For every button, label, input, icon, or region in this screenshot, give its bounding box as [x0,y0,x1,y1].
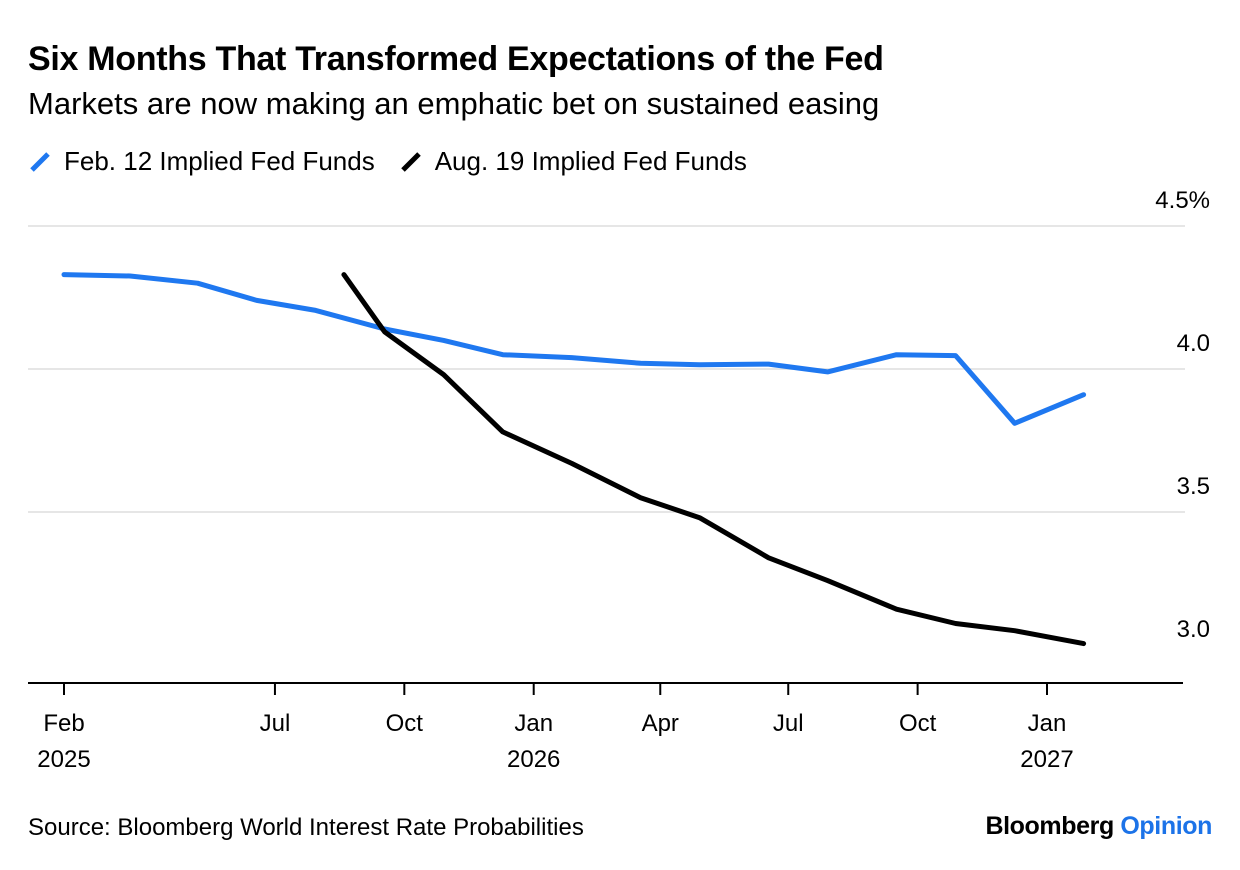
x-tick-label: Oct [386,710,424,737]
x-tick-year-label: 2026 [507,746,560,773]
y-tick-label: 4.5% [1155,187,1210,214]
legend-label-feb: Feb. 12 Implied Fed Funds [64,146,375,176]
chart-subtitle: Markets are now making an emphatic bet o… [28,86,880,121]
legend-item-feb: Feb. 12 Implied Fed Funds [28,146,375,177]
x-tick-label: Jul [773,710,804,737]
x-tick-label: Jan [514,710,553,737]
x-axis [28,682,1183,695]
brand-logo: Bloomberg Opinion [985,812,1212,841]
source-note: Source: Bloomberg World Interest Rate Pr… [28,814,584,841]
x-tick-year-label: 2027 [1020,746,1073,773]
x-tick-label: Jul [260,710,291,737]
grid-lines [28,225,1185,513]
chart-title: Six Months That Transformed Expectations… [28,40,884,78]
legend: Feb. 12 Implied Fed Funds Aug. 19 Implie… [28,146,771,177]
y-axis-tick-labels: 4.5% 4.0 3.5 3.0 [1155,187,1210,643]
x-tick-label: Jan [1028,710,1067,737]
series-line-aug-19 [341,272,1087,647]
legend-swatch-feb-icon [30,151,50,172]
legend-item-aug: Aug. 19 Implied Fed Funds [399,146,747,177]
brand-main: Bloomberg [985,812,1114,840]
x-tick-label: Feb [43,710,84,737]
series-line-feb-12 [61,272,1087,426]
legend-label-aug: Aug. 19 Implied Fed Funds [434,146,747,176]
y-tick-label: 4.0 [1177,330,1210,357]
x-tick-year-label: 2025 [37,746,90,773]
y-tick-label: 3.0 [1177,616,1210,643]
x-tick-label: Oct [899,710,937,737]
x-axis-tick-labels: Feb 2025 Jul Oct Jan 2026 Apr Jul Oct Jan 2027 [37,710,1073,773]
brand-accent: Opinion [1120,812,1212,840]
x-tick-label: Apr [642,710,679,737]
legend-swatch-aug-icon [400,151,421,172]
y-tick-label: 3.5 [1177,473,1210,500]
series-lines [61,272,1087,647]
